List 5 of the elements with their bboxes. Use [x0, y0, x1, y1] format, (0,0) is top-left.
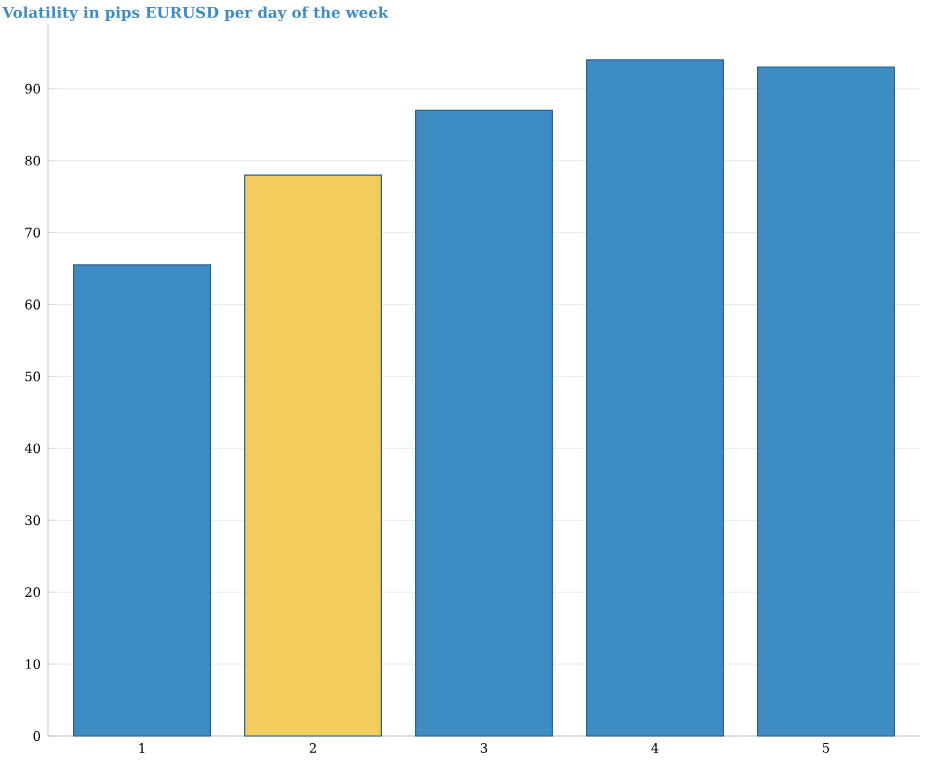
- bar: [73, 264, 212, 737]
- bar: [244, 174, 383, 737]
- bar: [415, 109, 553, 737]
- bar: [756, 66, 895, 737]
- bar: [585, 59, 724, 737]
